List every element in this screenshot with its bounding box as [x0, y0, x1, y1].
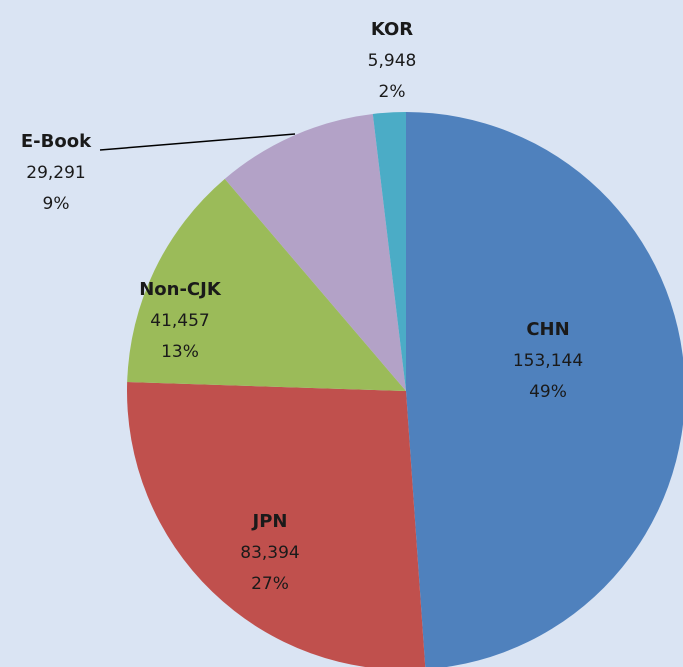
slice-percent: 13%	[161, 342, 199, 362]
slice-name: Non-CJK	[139, 279, 222, 300]
slice-percent: 2%	[379, 82, 406, 102]
slice-percent: 9%	[43, 194, 70, 214]
pie-slice	[372, 112, 406, 391]
slice-value: 41,457	[150, 311, 209, 331]
slice-name: CHN	[526, 319, 569, 340]
slice-value: 29,291	[26, 163, 85, 183]
slice-value: 5,948	[368, 51, 417, 71]
slice-percent: 27%	[251, 574, 289, 594]
pie-slice	[127, 178, 406, 391]
pie-slice	[224, 113, 406, 391]
slice-name: KOR	[371, 19, 413, 40]
pie-slice	[406, 112, 683, 667]
slice-value: 83,394	[240, 543, 299, 563]
slice-percent: 49%	[529, 382, 567, 402]
leader-line	[99, 133, 296, 151]
slice-value: 153,144	[513, 351, 583, 371]
slice-name: JPN	[251, 511, 288, 532]
pie-slice	[127, 381, 426, 667]
slice-name: E-Book	[21, 131, 92, 152]
